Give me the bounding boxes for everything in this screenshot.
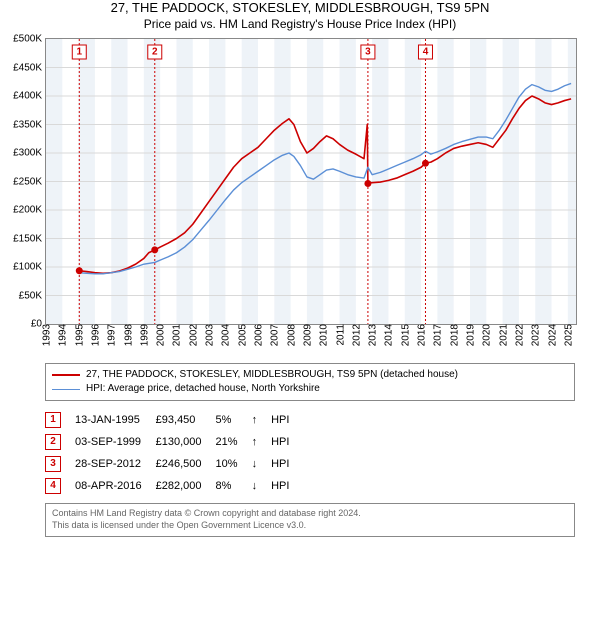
attribution-box: Contains HM Land Registry data © Crown c… [45, 503, 575, 536]
x-axis-tick-label: 2019 [464, 324, 477, 346]
svg-text:3: 3 [365, 47, 371, 58]
y-axis-tick-label: £50K [19, 290, 46, 301]
event-marker: 2 [148, 45, 162, 59]
svg-text:4: 4 [423, 47, 429, 58]
x-axis-tick-label: 1997 [105, 324, 118, 346]
x-axis-tick-label: 1993 [40, 324, 53, 346]
event-arrow: ↓ [252, 453, 272, 475]
event-num-cell: 4 [45, 475, 75, 497]
events-table-row: 4 08-APR-2016£282,0008%↓HPI [45, 475, 303, 497]
x-axis-tick-label: 2008 [284, 324, 297, 346]
x-axis-tick-label: 2006 [252, 324, 265, 346]
chart-titles: 27, THE PADDOCK, STOKESLEY, MIDDLESBROUG… [0, 0, 600, 32]
y-axis-tick-label: £300K [13, 148, 46, 159]
event-num-box: 4 [45, 478, 61, 494]
event-num-cell: 3 [45, 453, 75, 475]
x-axis-tick-label: 2004 [219, 324, 232, 346]
x-axis-tick-label: 2021 [496, 324, 509, 346]
event-price: £282,000 [156, 475, 216, 497]
legend-label: HPI: Average price, detached house, Nort… [86, 382, 320, 396]
event-arrow: ↑ [252, 409, 272, 431]
event-num-cell: 1 [45, 409, 75, 431]
y-axis-tick-label: £500K [13, 34, 46, 45]
chart-legend: 27, THE PADDOCK, STOKESLEY, MIDDLESBROUG… [45, 363, 575, 401]
x-axis-tick-label: 2014 [382, 324, 395, 346]
legend-swatch [52, 374, 80, 376]
legend-swatch [52, 389, 80, 390]
event-vs: HPI [271, 453, 303, 475]
event-vs: HPI [271, 409, 303, 431]
event-diff: 5% [216, 409, 252, 431]
attribution-line: Contains HM Land Registry data © Crown c… [52, 508, 568, 520]
attribution-line: This data is licensed under the Open Gov… [52, 520, 568, 532]
event-date: 03-SEP-1999 [75, 431, 156, 453]
x-axis-tick-label: 1998 [121, 324, 134, 346]
events-table: 113-JAN-1995£93,4505%↑HPI203-SEP-1999£13… [45, 409, 575, 497]
event-marker: 4 [418, 45, 432, 59]
x-axis-tick-label: 2011 [333, 324, 346, 346]
chart-svg: 1 2 3 4 [46, 39, 576, 324]
x-axis-tick-label: 2000 [154, 324, 167, 346]
x-axis-tick-label: 2020 [480, 324, 493, 346]
event-num-cell: 2 [45, 431, 75, 453]
event-num-box: 1 [45, 412, 61, 428]
event-diff: 21% [216, 431, 252, 453]
events-table-row: 2 03-SEP-1999£130,00021%↑HPI [45, 431, 303, 453]
svg-text:2: 2 [152, 47, 158, 58]
legend-item: HPI: Average price, detached house, Nort… [52, 382, 568, 396]
event-diff: 10% [216, 453, 252, 475]
x-axis-tick-label: 1999 [137, 324, 150, 346]
x-axis-tick-label: 2013 [366, 324, 379, 346]
y-axis-tick-label: £200K [13, 205, 46, 216]
y-axis-tick-label: £450K [13, 62, 46, 73]
y-axis-tick-label: £250K [13, 176, 46, 187]
chart-subtitle: Price paid vs. HM Land Registry's House … [0, 17, 600, 33]
x-axis-tick-label: 2003 [203, 324, 216, 346]
legend-item: 27, THE PADDOCK, STOKESLEY, MIDDLESBROUG… [52, 368, 568, 382]
event-date: 08-APR-2016 [75, 475, 156, 497]
event-date: 28-SEP-2012 [75, 453, 156, 475]
x-axis-tick-label: 2015 [398, 324, 411, 346]
event-vs: HPI [271, 431, 303, 453]
x-axis-tick-label: 1996 [88, 324, 101, 346]
event-arrow: ↑ [252, 431, 272, 453]
event-arrow: ↓ [252, 475, 272, 497]
x-axis-tick-label: 2017 [431, 324, 444, 346]
event-price: £246,500 [156, 453, 216, 475]
y-axis-tick-label: £350K [13, 119, 46, 130]
event-date: 13-JAN-1995 [75, 409, 156, 431]
x-axis-tick-label: 1995 [72, 324, 85, 346]
svg-text:1: 1 [76, 47, 82, 58]
event-price: £130,000 [156, 431, 216, 453]
x-axis-tick-label: 2001 [170, 324, 183, 346]
x-axis-tick-label: 2009 [300, 324, 313, 346]
x-axis-tick-label: 2022 [512, 324, 525, 346]
x-axis-tick-label: 2025 [561, 324, 574, 346]
event-diff: 8% [216, 475, 252, 497]
y-axis-tick-label: £400K [13, 91, 46, 102]
event-vs: HPI [271, 475, 303, 497]
y-axis-tick-label: £150K [13, 233, 46, 244]
x-axis-tick-label: 2018 [447, 324, 460, 346]
chart-title: 27, THE PADDOCK, STOKESLEY, MIDDLESBROUG… [0, 0, 600, 17]
event-marker: 3 [361, 45, 375, 59]
chart-plot-area: 1234 £0£50K£100K£150K£200K£250K£300K£350… [45, 38, 577, 325]
events-table-row: 1 13-JAN-1995£93,4505%↑HPI [45, 409, 303, 431]
x-axis-tick-label: 2016 [415, 324, 428, 346]
x-axis-tick-label: 2005 [235, 324, 248, 346]
legend-label: 27, THE PADDOCK, STOKESLEY, MIDDLESBROUG… [86, 368, 458, 382]
x-axis-tick-label: 1994 [56, 324, 69, 346]
event-marker: 1 [72, 45, 86, 59]
x-axis-tick-label: 2010 [317, 324, 330, 346]
y-axis-tick-label: £100K [13, 262, 46, 273]
x-axis-tick-label: 2023 [529, 324, 542, 346]
x-axis-tick-label: 2002 [186, 324, 199, 346]
events-table-row: 3 28-SEP-2012£246,50010%↓HPI [45, 453, 303, 475]
x-axis-tick-label: 2024 [545, 324, 558, 346]
x-axis-tick-label: 2007 [268, 324, 281, 346]
event-num-box: 2 [45, 434, 61, 450]
event-price: £93,450 [156, 409, 216, 431]
event-num-box: 3 [45, 456, 61, 472]
x-axis-tick-label: 2012 [349, 324, 362, 346]
